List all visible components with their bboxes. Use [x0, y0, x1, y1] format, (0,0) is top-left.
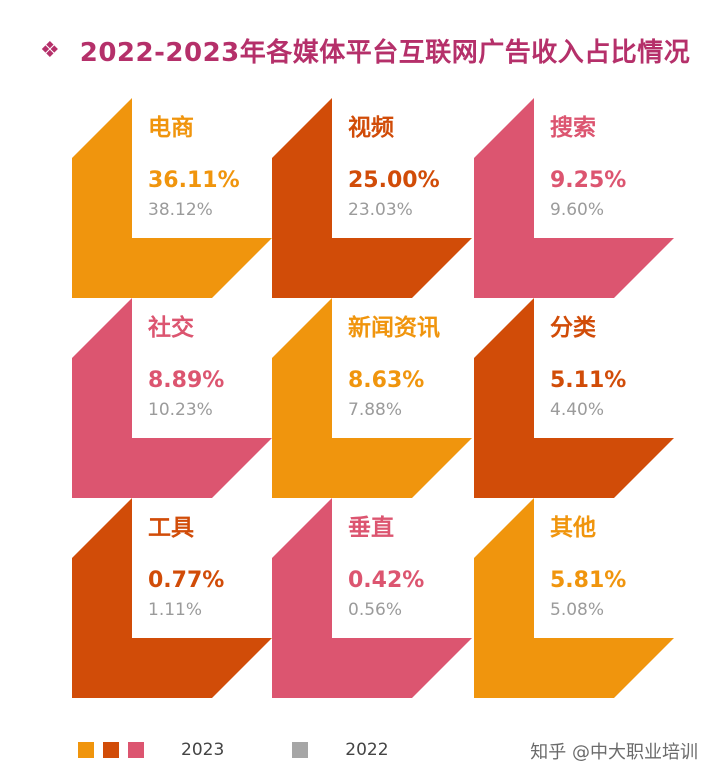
tile-value-2023: 5.11%: [550, 368, 627, 393]
tile-1-chevron-shape: [72, 98, 272, 298]
tile-6-chevron-shape: [474, 298, 674, 498]
tile-value-2022: 9.60%: [550, 200, 605, 220]
legend-label-2022: 2022: [345, 740, 389, 760]
tile-1-chevron-fill: [72, 98, 272, 298]
tile-label: 垂直: [348, 515, 394, 541]
tile-7: 工具 0.77% 1.11%: [72, 498, 272, 698]
tile-6-chevron-fill: [474, 298, 674, 498]
legend: 2023 2022: [78, 737, 389, 763]
tile-value-2023: 25.00%: [348, 168, 440, 193]
tile-value-2022: 38.12%: [148, 200, 213, 220]
tile-value-2022: 4.40%: [550, 400, 605, 420]
tile-3-chevron-fill: [474, 98, 674, 298]
tile-label: 社交: [148, 315, 194, 341]
tile-label: 其他: [550, 515, 596, 541]
tile-4-chevron-shape: [72, 298, 272, 498]
tile-value-2022: 5.08%: [550, 600, 605, 620]
tile-9: 其他 5.81% 5.08%: [474, 498, 674, 698]
tile-2-chevron-shape: [272, 98, 472, 298]
diamond-bullet-icon: ❖: [40, 37, 60, 63]
tile-4-chevron-fill: [72, 298, 272, 498]
tile-value-2022: 1.11%: [148, 600, 203, 620]
tile-7-chevron-fill: [72, 498, 272, 698]
tile-5: 新闻资讯 8.63% 7.88%: [272, 298, 472, 498]
legend-swatch-2022-gray: [292, 742, 309, 758]
tile-2-chevron-fill: [272, 98, 472, 298]
chart-title-row: ❖ 2022-2023年各媒体平台互联网广告收入占比情况: [40, 26, 690, 74]
tile-8: 垂直 0.42% 0.56%: [272, 498, 472, 698]
tile-6: 分类 5.11% 4.40%: [474, 298, 674, 498]
legend-swatch-2023-dark-orange: [103, 742, 119, 758]
tile-1: 电商 36.11% 38.12%: [72, 98, 272, 298]
tile-value-2023: 8.63%: [348, 368, 425, 393]
tile-label: 视频: [348, 115, 394, 141]
legend-swatch-2023-orange: [78, 742, 94, 758]
tile-label: 搜索: [550, 115, 596, 141]
tile-value-2022: 23.03%: [348, 200, 413, 220]
tile-label: 工具: [148, 515, 194, 541]
tile-value-2023: 0.42%: [348, 568, 425, 593]
tile-4: 社交 8.89% 10.23%: [72, 298, 272, 498]
tile-value-2023: 5.81%: [550, 568, 627, 593]
tile-value-2023: 0.77%: [148, 568, 225, 593]
tile-value-2022: 10.23%: [148, 400, 213, 420]
legend-swatch-2023-pink: [128, 742, 144, 758]
tile-2: 视频 25.00% 23.03%: [272, 98, 472, 298]
tile-8-chevron-shape: [272, 498, 472, 698]
tile-7-chevron-shape: [72, 498, 272, 698]
tile-label: 电商: [148, 115, 194, 141]
tile-label: 分类: [550, 315, 596, 341]
tile-8-chevron-fill: [272, 498, 472, 698]
tile-value-2022: 7.88%: [348, 400, 403, 420]
tile-5-chevron-fill: [272, 298, 472, 498]
legend-label-2023: 2023: [181, 740, 225, 760]
tile-9-chevron-fill: [474, 498, 674, 698]
tile-3: 搜索 9.25% 9.60%: [474, 98, 674, 298]
tile-value-2023: 9.25%: [550, 168, 627, 193]
tile-label: 新闻资讯: [348, 315, 440, 341]
tile-value-2023: 36.11%: [148, 168, 240, 193]
tile-3-chevron-shape: [474, 98, 674, 298]
tile-value-2023: 8.89%: [148, 368, 225, 393]
tile-5-chevron-shape: [272, 298, 472, 498]
chart-title: 2022-2023年各媒体平台互联网广告收入占比情况: [79, 37, 691, 68]
tile-value-2022: 0.56%: [348, 600, 403, 620]
watermark: 知乎 @中大职业培训: [530, 742, 698, 763]
tile-9-chevron-shape: [474, 498, 674, 698]
